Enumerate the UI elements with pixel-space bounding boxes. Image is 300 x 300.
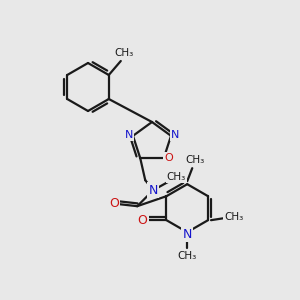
Text: O: O (137, 214, 147, 227)
Text: CH₃: CH₃ (186, 155, 205, 165)
Text: O: O (109, 197, 119, 210)
Text: CH₃: CH₃ (224, 212, 244, 222)
Text: CH₃: CH₃ (167, 172, 186, 182)
Text: CH₃: CH₃ (178, 251, 197, 261)
Text: N: N (171, 130, 179, 140)
Text: N: N (183, 228, 192, 241)
Text: CH₃: CH₃ (114, 48, 134, 58)
Text: N: N (125, 130, 133, 140)
Text: N: N (148, 184, 158, 197)
Text: O: O (164, 153, 173, 163)
